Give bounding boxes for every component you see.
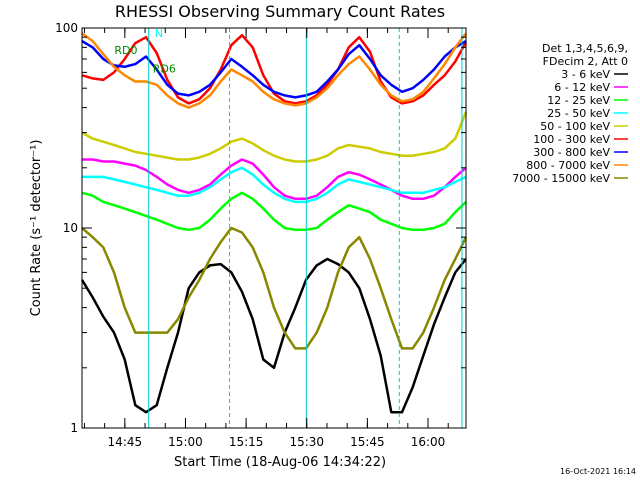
timestamp: 16-Oct-2021 16:14 <box>560 467 636 476</box>
series-line-7 <box>81 40 467 99</box>
x-tick-label: 15:45 <box>350 435 385 449</box>
legend-entry-9: 7000 - 15000 keV <box>512 172 610 185</box>
annotation-n: N <box>155 27 163 40</box>
x-tick-label: 16:00 <box>411 435 446 449</box>
legend-entry-5: 50 - 100 keV <box>540 120 610 133</box>
legend-entry-7: 300 - 800 keV <box>533 146 610 159</box>
annotation-layer: N RD0 RD6 <box>114 27 176 75</box>
x-tick-label: 15:15 <box>229 435 264 449</box>
legend-entry-8: 800 - 7000 keV <box>526 159 610 172</box>
series-line-1 <box>80 257 467 414</box>
annotation-rd0: RD0 <box>114 44 137 57</box>
x-tick-label: 15:30 <box>289 435 324 449</box>
series-layer <box>80 32 468 414</box>
series-line-2 <box>82 158 467 201</box>
legend-entry-2: 6 - 12 keV <box>554 81 610 94</box>
y-tick-layer: 1 10 100 <box>55 21 466 435</box>
y-tick-label: 1 <box>70 421 78 435</box>
x-tick-layer: 14:45 15:00 15:15 15:30 15:45 16:00 <box>83 28 449 449</box>
legend-entry-1: 3 - 6 keV <box>561 68 610 81</box>
x-tick-label: 14:45 <box>108 435 143 449</box>
legend-header-1: Det 1,3,4,5,6,9, <box>542 42 628 55</box>
marker-layer <box>148 28 463 428</box>
series-line-5 <box>81 111 468 163</box>
legend-entry-6: 100 - 300 keV <box>533 133 610 146</box>
x-tick-label: 15:00 <box>168 435 203 449</box>
y-tick-label: 100 <box>55 21 78 35</box>
y-tick-label: 10 <box>63 221 78 235</box>
series-line-9 <box>81 226 468 350</box>
annotation-rd6: RD6 <box>153 62 176 75</box>
series-line-6 <box>81 33 468 105</box>
legend-entry-4: 25 - 50 keV <box>547 107 610 120</box>
x-axis-label: Start Time (18-Aug-06 14:34:22) <box>174 455 386 470</box>
series-line-4 <box>82 166 467 204</box>
legend-entry-3: 12 - 25 keV <box>547 94 610 107</box>
legend: Det 1,3,4,5,6,9,FDecim 2, Att 03 - 6 keV… <box>512 42 628 185</box>
chart-title: RHESSI Observing Summary Count Rates <box>115 2 445 21</box>
y-axis-label: Count Rate (s⁻¹ detector⁻¹) <box>29 140 44 317</box>
series-line-3 <box>81 191 467 232</box>
series-line-8 <box>81 32 467 109</box>
legend-header-2: FDecim 2, Att 0 <box>543 55 628 68</box>
